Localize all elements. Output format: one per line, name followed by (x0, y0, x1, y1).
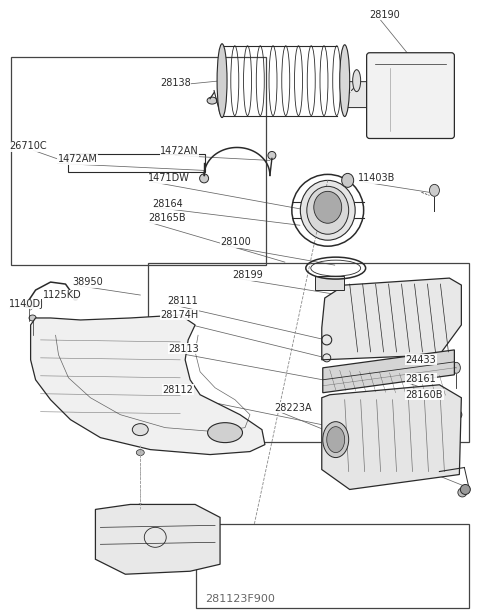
Polygon shape (322, 278, 461, 360)
Ellipse shape (24, 301, 33, 308)
Text: 28223A: 28223A (274, 403, 312, 413)
Text: 28113: 28113 (168, 344, 199, 354)
Ellipse shape (460, 485, 470, 494)
Ellipse shape (200, 174, 209, 183)
FancyBboxPatch shape (346, 82, 372, 108)
Text: 11403B: 11403B (358, 173, 395, 183)
Polygon shape (322, 385, 461, 490)
Ellipse shape (137, 504, 144, 511)
Text: 26710C: 26710C (10, 141, 48, 151)
Ellipse shape (136, 450, 144, 456)
Polygon shape (31, 315, 265, 454)
Ellipse shape (353, 69, 360, 92)
Ellipse shape (453, 410, 462, 419)
Ellipse shape (323, 422, 348, 458)
Ellipse shape (207, 423, 242, 443)
Ellipse shape (314, 191, 342, 223)
Ellipse shape (108, 552, 113, 557)
Text: 24433: 24433 (406, 355, 436, 365)
Polygon shape (315, 276, 344, 290)
Ellipse shape (307, 186, 348, 234)
Text: 28190: 28190 (370, 10, 400, 20)
Ellipse shape (342, 173, 354, 188)
Text: 28100: 28100 (220, 237, 251, 247)
Text: 28160B: 28160B (406, 390, 443, 400)
Text: 28164: 28164 (152, 199, 183, 209)
Ellipse shape (207, 97, 217, 104)
Ellipse shape (300, 180, 355, 240)
Ellipse shape (217, 44, 227, 117)
Text: 28112: 28112 (162, 385, 193, 395)
Ellipse shape (452, 362, 460, 373)
Ellipse shape (132, 424, 148, 435)
Polygon shape (96, 504, 220, 574)
Text: 1471DW: 1471DW (148, 173, 190, 183)
Text: 28199: 28199 (232, 270, 263, 280)
Text: 28111: 28111 (167, 296, 198, 306)
Ellipse shape (327, 427, 345, 453)
Text: 28174H: 28174H (160, 310, 199, 320)
Text: 1140DJ: 1140DJ (9, 299, 44, 309)
Ellipse shape (455, 397, 460, 403)
Text: 38950: 38950 (72, 277, 103, 287)
Ellipse shape (197, 555, 203, 560)
Text: 28165B: 28165B (148, 213, 186, 223)
Text: 281123F900: 281123F900 (205, 594, 275, 604)
Text: 1472AM: 1472AM (58, 154, 97, 164)
Ellipse shape (268, 151, 276, 159)
FancyBboxPatch shape (367, 53, 455, 138)
Text: 28161: 28161 (406, 374, 436, 384)
Ellipse shape (29, 315, 36, 321)
Text: 1125KD: 1125KD (43, 290, 81, 300)
Polygon shape (323, 350, 455, 393)
Ellipse shape (430, 184, 439, 196)
Ellipse shape (458, 488, 467, 497)
Ellipse shape (340, 45, 350, 117)
Text: 28138: 28138 (160, 77, 191, 88)
Text: 1472AN: 1472AN (160, 146, 199, 156)
